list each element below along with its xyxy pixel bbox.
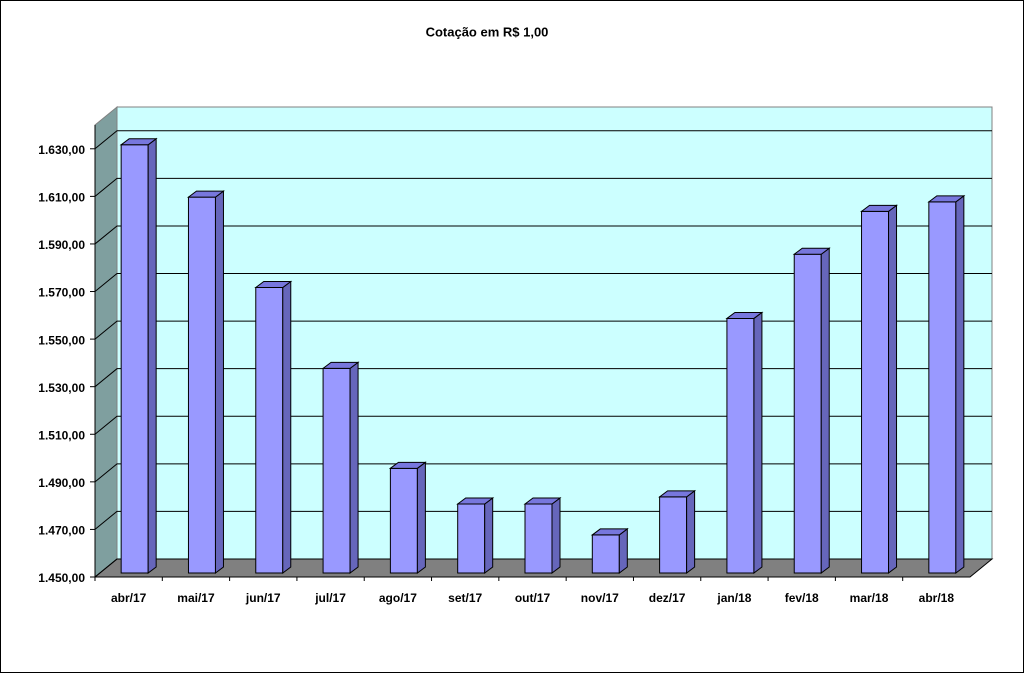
grid-line <box>94 225 992 245</box>
chart-title: Cotação em R$ 1,00 <box>426 24 549 39</box>
bar-front <box>928 201 957 574</box>
bar-top <box>254 281 293 289</box>
back-wall <box>116 106 993 560</box>
bar-top <box>456 497 495 505</box>
bar-top <box>186 190 225 198</box>
bar-front <box>524 503 553 574</box>
y-tick-label: 1.590,00 <box>38 238 85 252</box>
y-tick-label: 1.610,00 <box>38 191 85 205</box>
x-tick-label: mar/18 <box>850 591 889 605</box>
bar <box>658 489 697 574</box>
grid-line <box>94 558 992 578</box>
bar-side <box>551 497 561 574</box>
x-tick-label: set/17 <box>448 591 482 605</box>
bar-top <box>792 247 831 255</box>
bar-top <box>321 361 360 369</box>
grid-line <box>94 273 992 292</box>
bar-front <box>389 467 418 574</box>
grid-line <box>94 130 992 150</box>
bar <box>119 137 158 574</box>
grid-line <box>94 415 992 435</box>
bar-side <box>753 311 763 574</box>
x-tick-label: fev/18 <box>785 591 819 605</box>
grid-line <box>94 463 992 483</box>
bar-side <box>147 137 157 574</box>
grid-line <box>94 368 992 388</box>
bar <box>388 461 427 574</box>
bar-side <box>416 461 426 574</box>
bar-top <box>388 461 427 469</box>
x-tick-label: nov/17 <box>581 591 619 605</box>
y-tick-label: 1.490,00 <box>38 476 85 490</box>
grid-line <box>94 510 992 530</box>
grid-line <box>94 320 992 340</box>
bar <box>792 247 831 574</box>
bar-front <box>322 367 351 574</box>
x-tick-label: dez/17 <box>649 591 686 605</box>
y-tick-label: 1.510,00 <box>38 428 85 442</box>
bar <box>254 280 293 574</box>
bar-front <box>726 317 755 574</box>
bar <box>725 311 764 574</box>
x-tick-label: jan/18 <box>716 591 751 605</box>
bar-side <box>686 489 696 574</box>
side-wall <box>94 105 118 579</box>
bar-front <box>793 253 822 574</box>
bar-front <box>861 210 890 574</box>
x-tick-label: mai/17 <box>177 591 215 605</box>
bar <box>523 497 562 574</box>
bar-top <box>590 528 629 536</box>
bar-top <box>860 204 899 212</box>
bar-side <box>214 190 224 574</box>
y-tick-label: 1.470,00 <box>38 524 85 538</box>
x-tick-label: abr/17 <box>111 591 147 605</box>
x-tick-label: abr/18 <box>919 591 955 605</box>
bar-side <box>888 204 898 574</box>
bar-front <box>187 196 216 574</box>
bar-top <box>523 497 562 505</box>
bar <box>927 194 966 574</box>
x-tick-label: out/17 <box>515 591 551 605</box>
bar-side <box>820 247 830 574</box>
grid-line <box>94 177 992 197</box>
bar-side <box>618 527 628 574</box>
y-tick-label: 1.570,00 <box>38 286 85 300</box>
bar-top <box>725 311 764 319</box>
bar-front <box>457 503 486 574</box>
bar-side <box>282 280 292 574</box>
x-tick-label: jun/17 <box>245 591 281 605</box>
y-tick-label: 1.530,00 <box>38 381 85 395</box>
x-tick-label: jul/17 <box>314 591 346 605</box>
bar <box>590 527 629 574</box>
y-tick-label: 1.630,00 <box>38 143 85 157</box>
bar-side <box>484 497 494 574</box>
bar-front <box>659 496 688 574</box>
bar-top <box>119 138 158 146</box>
bar <box>186 190 225 574</box>
bar-front <box>591 534 620 574</box>
bar-front <box>255 287 284 574</box>
y-tick-label: 1.450,00 <box>38 571 85 585</box>
bar-side <box>349 361 359 574</box>
bar-side <box>955 194 965 574</box>
bar-top <box>658 490 697 498</box>
bar <box>860 204 899 574</box>
bar <box>321 361 360 574</box>
bar-top <box>927 195 966 203</box>
bar-front <box>120 144 149 574</box>
y-tick-label: 1.550,00 <box>38 333 85 347</box>
bar <box>456 497 495 574</box>
x-tick-label: ago/17 <box>379 591 417 605</box>
